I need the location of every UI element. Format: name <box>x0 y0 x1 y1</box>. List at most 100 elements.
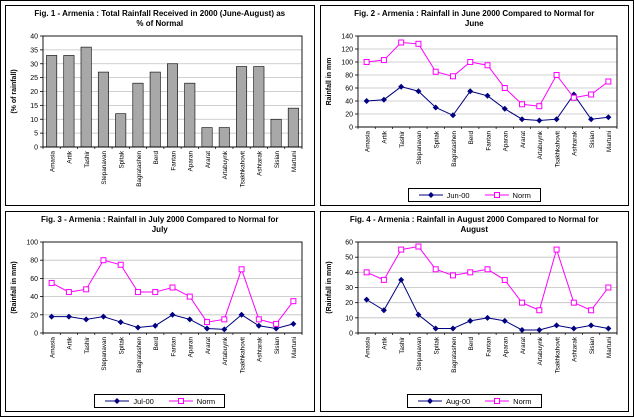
norm-series-marker-icon <box>485 398 510 404</box>
svg-text:0: 0 <box>34 145 38 152</box>
svg-text:Ashtarak: Ashtarak <box>571 130 578 156</box>
svg-text:(Rainfall in mm): (Rainfall in mm) <box>11 261 18 314</box>
svg-text:0: 0 <box>349 125 353 132</box>
svg-text:Artabuynk: Artabuynk <box>537 130 544 159</box>
svg-text:50: 50 <box>345 255 353 262</box>
svg-text:80: 80 <box>345 73 353 80</box>
svg-text:Fantan: Fantan <box>485 337 492 357</box>
svg-text:Ashtarak: Ashtarak <box>257 336 264 362</box>
fig4-title: Fig. 4 - Armenia : Rainfall in August 20… <box>349 215 599 235</box>
svg-text:Berd: Berd <box>468 337 475 351</box>
svg-text:40: 40 <box>345 270 353 277</box>
svg-text:Bagratashen: Bagratashen <box>451 337 458 373</box>
svg-text:Amasia: Amasia <box>364 337 371 358</box>
svg-text:Martuni: Martuni <box>291 337 298 358</box>
svg-text:Artik: Artik <box>381 336 388 349</box>
svg-text:20: 20 <box>345 300 353 307</box>
svg-text:Artik: Artik <box>67 150 74 163</box>
svg-text:140: 140 <box>341 34 353 41</box>
svg-text:Stepanavan: Stepanavan <box>416 131 423 165</box>
svg-text:Tashir: Tashir <box>399 337 406 354</box>
svg-text:Stepanavan: Stepanavan <box>101 337 108 371</box>
svg-text:Sisian: Sisian <box>274 151 281 169</box>
svg-text:Aparan: Aparan <box>188 151 195 172</box>
aug00-legend-label: Aug-00 <box>445 396 471 406</box>
svg-text:Martuni: Martuni <box>606 131 613 152</box>
fig4-panel: Fig. 4 - Armenia : Rainfall in August 20… <box>319 211 629 412</box>
svg-text:Berd: Berd <box>468 131 475 145</box>
svg-text:Ashtarak: Ashtarak <box>257 150 264 176</box>
norm-series-marker-icon <box>168 398 193 404</box>
svg-text:(Rainfall in mm): (Rainfall in mm) <box>326 261 333 314</box>
legend-item-jun00: Jun-00 <box>418 190 470 200</box>
svg-text:15: 15 <box>30 103 38 110</box>
svg-text:100: 100 <box>27 240 39 247</box>
svg-text:Berd: Berd <box>153 337 160 351</box>
svg-text:Tsakhkahovit: Tsakhkahovit <box>240 151 247 188</box>
svg-text:40: 40 <box>345 99 353 106</box>
svg-text:Tashir: Tashir <box>84 337 91 354</box>
legend-item-jul00: Jul-00 <box>104 396 154 406</box>
svg-text:35: 35 <box>30 47 38 54</box>
fig3-line-chart: 0 20 40 60 80 100 Amasia Artik Tashir Stepanavan S… <box>11 240 303 374</box>
svg-text:Fantan: Fantan <box>485 131 492 151</box>
svg-text:Tsakhkahovit: Tsakhkahovit <box>554 337 561 374</box>
svg-text:Ararat: Ararat <box>520 131 527 148</box>
svg-text:Amasia: Amasia <box>50 337 57 358</box>
svg-text:60: 60 <box>345 240 353 247</box>
svg-text:30: 30 <box>30 61 38 68</box>
fig1-bar-chart: 0 5 10 15 20 25 30 35 40 Amasia Artik Tashir Stepana… <box>11 34 303 188</box>
legend-item-aug00: Aug-00 <box>417 396 470 406</box>
norm-legend-label: Norm <box>196 396 216 406</box>
fig2-line-chart: 0 20 40 60 80 100 120 140 Amasia Artik Tashir Stepa… <box>326 34 618 168</box>
svg-text:Aparan: Aparan <box>502 337 509 358</box>
svg-text:Artabuynk: Artabuynk <box>537 336 544 365</box>
svg-text:10: 10 <box>345 315 353 322</box>
svg-text:Tsakhkahovit: Tsakhkahovit <box>240 337 247 374</box>
svg-text:20: 20 <box>30 89 38 96</box>
fig3-title: Fig. 3 - Armenia : Rainfall in July 2000… <box>40 215 279 235</box>
svg-text:Artabuynk: Artabuynk <box>222 336 229 365</box>
svg-text:40: 40 <box>30 34 38 41</box>
svg-text:Berd: Berd <box>153 151 160 165</box>
svg-text:Artik: Artik <box>381 130 388 143</box>
aug00-series-marker-icon <box>417 398 442 404</box>
svg-text:Ararat: Ararat <box>205 337 212 354</box>
legend-item-norm-august: Norm <box>484 396 532 406</box>
svg-text:Tsakhkahovit: Tsakhkahovit <box>554 131 561 168</box>
norm-legend-label: Norm <box>512 190 531 200</box>
svg-text:Artabuynk: Artabuynk <box>222 150 229 179</box>
svg-text:Stepanavan: Stepanavan <box>101 151 108 185</box>
fig1-title: Fig. 1 - Armenia : Total Rainfall Receiv… <box>34 9 286 29</box>
svg-text:Ararat: Ararat <box>520 337 527 354</box>
svg-text:10: 10 <box>30 117 38 124</box>
svg-text:60: 60 <box>30 276 38 283</box>
svg-text:Amasia: Amasia <box>50 151 57 172</box>
fig3-legend: Jul-00 Norm <box>94 394 226 408</box>
svg-text:Sisian: Sisian <box>274 337 281 355</box>
svg-text:Tashir: Tashir <box>84 151 91 168</box>
jul00-series-marker-icon <box>105 398 130 404</box>
svg-text:Aparan: Aparan <box>188 337 195 358</box>
fig2-legend: Jun-00 Norm <box>407 188 541 202</box>
svg-text:Martuni: Martuni <box>291 151 298 172</box>
svg-text:Ararat: Ararat <box>205 151 212 168</box>
svg-text:Amasia: Amasia <box>364 131 371 152</box>
svg-text:80: 80 <box>30 258 38 265</box>
svg-text:25: 25 <box>30 75 38 82</box>
svg-text:Spitak: Spitak <box>433 336 440 354</box>
svg-text:Rainfall in mm: Rainfall in mm <box>326 58 333 106</box>
legend-item-norm-july: Norm <box>168 396 215 406</box>
svg-text:120: 120 <box>341 47 353 54</box>
svg-text:0: 0 <box>349 331 353 338</box>
jun00-legend-label: Jun-00 <box>446 190 470 200</box>
svg-text:Artik: Artik <box>67 336 74 349</box>
jul00-legend-label: Jul-00 <box>133 396 154 406</box>
svg-text:Spitak: Spitak <box>433 130 440 148</box>
legend-item-norm-june: Norm <box>484 190 531 200</box>
svg-text:20: 20 <box>345 112 353 119</box>
fig1-panel: Fig. 1 - Armenia : Total Rainfall Receiv… <box>5 5 315 206</box>
svg-text:0: 0 <box>34 331 38 338</box>
fig2-panel: Fig. 2 - Armenia : Rainfall in June 2000… <box>319 5 629 206</box>
svg-text:Stepanavan: Stepanavan <box>416 337 423 371</box>
